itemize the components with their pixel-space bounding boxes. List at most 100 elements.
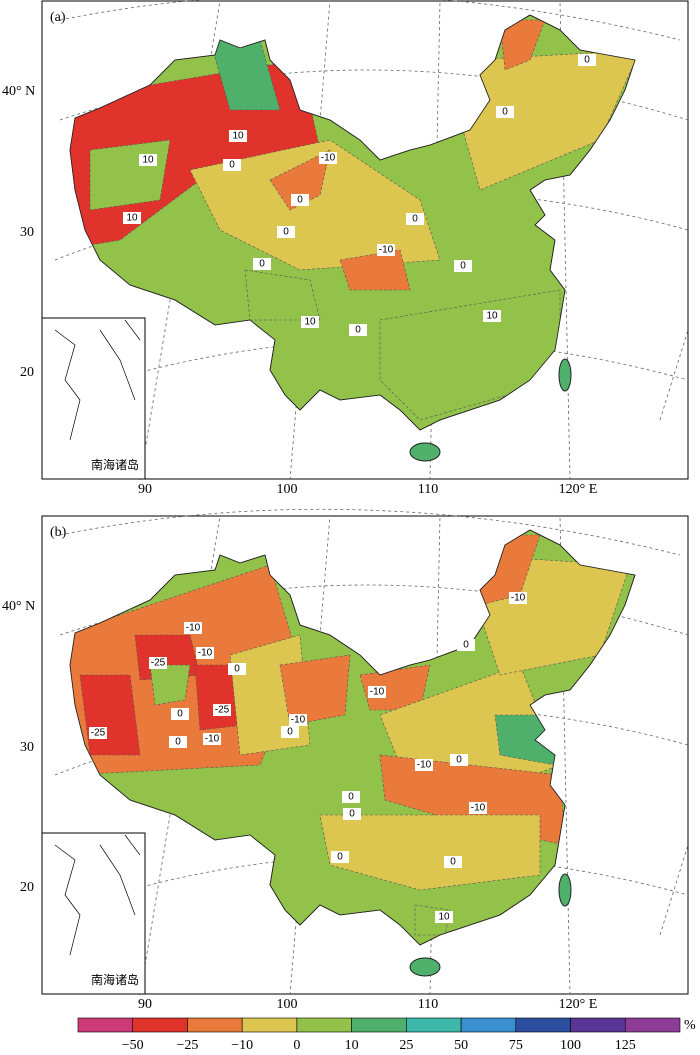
field-area	[244, 269, 321, 321]
contour-label: 0	[502, 107, 508, 118]
contour-label-box	[377, 244, 395, 256]
contour-label: 0	[287, 727, 293, 738]
colorbar-tick-label: 50	[454, 1038, 468, 1053]
hainan	[409, 957, 441, 977]
contour-label: 0	[177, 709, 183, 720]
contour-label: 0	[234, 664, 240, 675]
contour-label-box	[196, 647, 214, 659]
field	[70, 534, 631, 936]
panel-label: (a)	[50, 10, 66, 25]
field-area	[209, 39, 281, 111]
contour-label: -10	[198, 648, 213, 659]
inset-coast	[54, 319, 141, 441]
panel-label: (b)	[50, 525, 67, 540]
lon-label: 90	[138, 997, 152, 1012]
lon-label: 90	[138, 482, 152, 497]
inset-label: 南海诸岛	[91, 972, 139, 987]
contour-label: -25	[91, 728, 106, 739]
colorbar-swatch	[241, 1017, 298, 1033]
contour-label: 0	[584, 55, 590, 66]
field-area	[319, 814, 541, 891]
contour-label: -25	[215, 705, 230, 716]
contour-label-box	[213, 704, 231, 716]
colorbar-tick-label: 75	[509, 1038, 523, 1053]
colorbar-swatch	[132, 1017, 188, 1033]
lat-label: 40° N	[2, 84, 35, 99]
contour-label-box	[457, 639, 475, 651]
contour-label-box	[281, 726, 299, 738]
contour-label: -25	[151, 658, 166, 669]
contour-label-box	[203, 733, 221, 745]
contour-label: -10	[511, 593, 526, 604]
colorbar-swatch	[77, 1017, 134, 1033]
contour-label: -10	[186, 623, 201, 634]
contour-label-box	[578, 54, 596, 66]
colorbar-swatch	[351, 1017, 407, 1033]
hainan	[409, 442, 441, 462]
contour-label-box	[444, 856, 462, 868]
contour-label-box	[171, 708, 189, 720]
field-area	[89, 139, 171, 211]
contour-label: 0	[259, 259, 265, 270]
contour-label-box	[223, 159, 241, 171]
contour-label-box	[123, 212, 141, 224]
contour-label: -10	[370, 687, 385, 698]
contour-label-box	[301, 316, 319, 328]
contour-label: 10	[232, 131, 244, 142]
contour-label: 0	[463, 640, 469, 651]
contour-label-box	[253, 258, 271, 270]
contour-label-box	[343, 808, 361, 820]
field-area	[79, 674, 141, 756]
contour-label: 0	[175, 737, 181, 748]
contour-label: -10	[471, 803, 486, 814]
colorbar-tick-label: −10	[231, 1038, 253, 1053]
contour-label-box	[483, 310, 501, 322]
contour-label-box	[331, 851, 349, 863]
graticule	[59, 584, 689, 636]
contour-label-box	[349, 324, 367, 336]
contour-label-box	[169, 736, 187, 748]
colorbar-tick-label: 25	[399, 1038, 413, 1053]
taiwan	[558, 358, 572, 392]
contour-label-box	[184, 622, 202, 634]
field-area	[279, 654, 351, 726]
contour-label: -10	[205, 734, 220, 745]
contour-label-box	[415, 759, 433, 771]
contour-label-box	[435, 911, 453, 923]
contour-label: -10	[321, 153, 336, 164]
contour-label: -10	[379, 245, 394, 256]
contour-label-box	[229, 130, 247, 142]
contour-label-box	[509, 592, 527, 604]
contour-label: -10	[417, 760, 432, 771]
lat-label: 40° N	[2, 599, 35, 614]
lon-label: 100	[277, 482, 298, 497]
contour-label: 10	[438, 912, 450, 923]
contour-label: 0	[229, 160, 235, 171]
colorbar-swatch	[187, 1017, 243, 1033]
inset-label: 南海诸岛	[91, 457, 139, 472]
inset-frame	[41, 832, 146, 995]
colorbar-swatch	[460, 1017, 517, 1033]
graticule	[59, 69, 689, 121]
lon-label: 110	[418, 482, 438, 497]
contour-label-box	[277, 226, 295, 238]
contour-label: 0	[460, 261, 466, 272]
colorbar-swatch	[624, 1017, 681, 1033]
graticule	[59, 508, 681, 556]
contour-label-box	[454, 260, 472, 272]
contour-label: 0	[450, 857, 456, 868]
lat-label: 30	[20, 225, 34, 240]
lat-label: 20	[20, 365, 34, 380]
contour-label-box	[450, 754, 468, 766]
graticule	[559, 0, 571, 481]
inset-coast	[54, 834, 141, 956]
contour-label-box	[289, 714, 307, 726]
contour-label: 10	[486, 311, 498, 322]
lat-label: 30	[20, 740, 34, 755]
contour-label: 0	[337, 852, 343, 863]
graticule	[59, 0, 681, 41]
colorbar-tick-label: −50	[122, 1038, 144, 1053]
contour-label-box	[228, 663, 246, 675]
colorbar-tick-label: −25	[177, 1038, 199, 1053]
field-area	[269, 149, 331, 211]
